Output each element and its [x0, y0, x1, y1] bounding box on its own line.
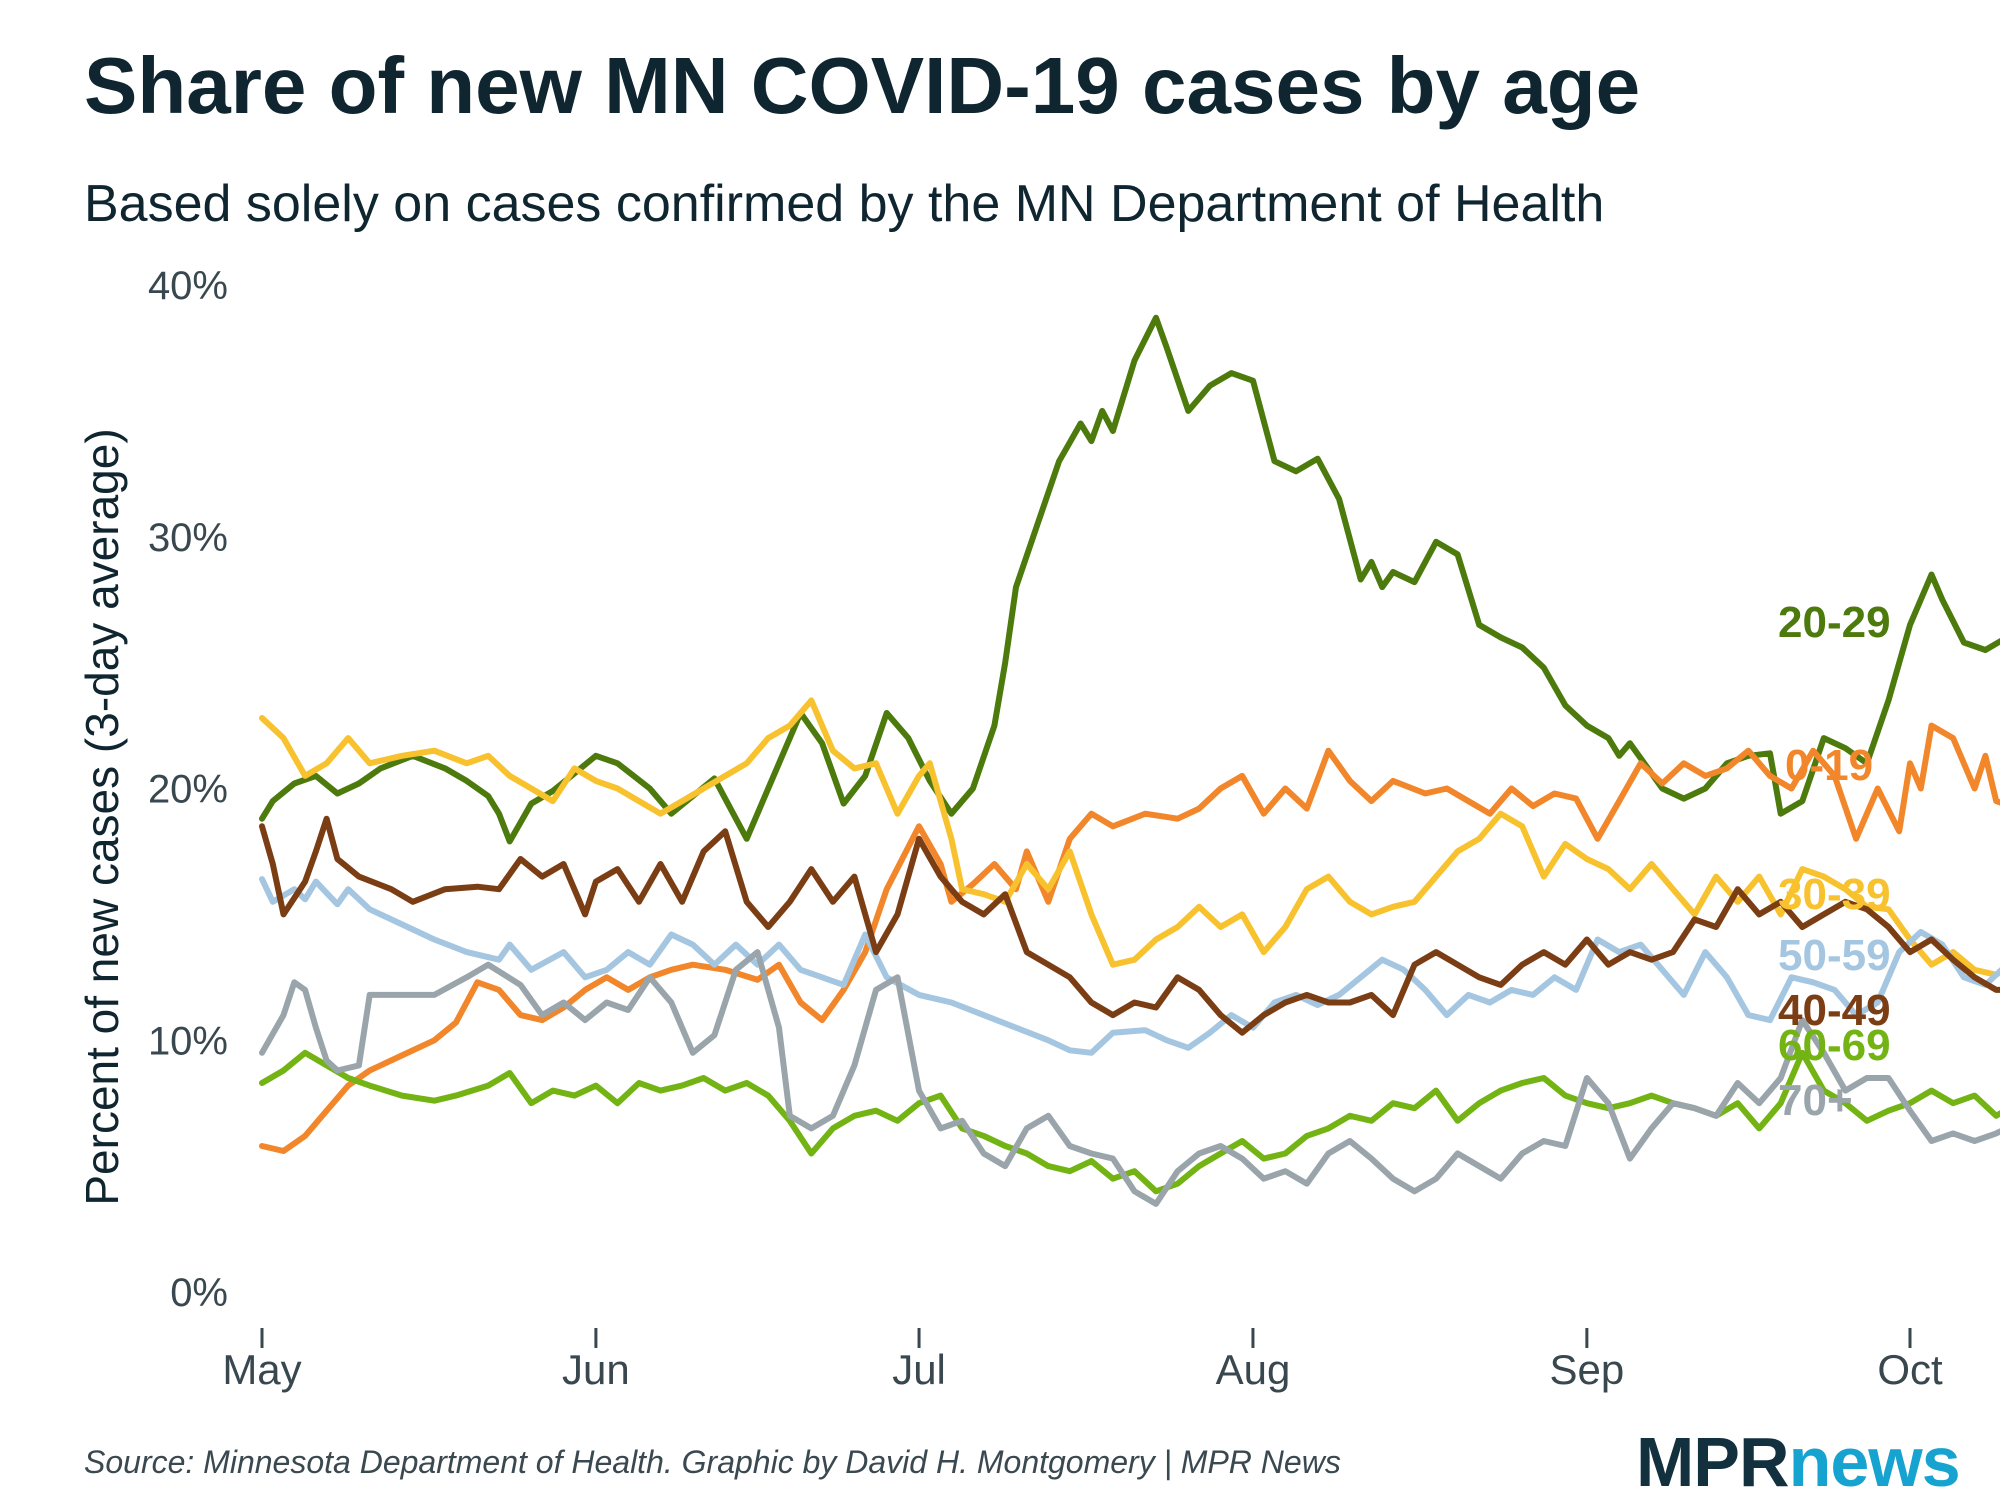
x-axis-ticks: May Jun Jul Aug Sep Oct [222, 1328, 1943, 1393]
y-tick-label: 0% [170, 1271, 228, 1315]
series-label-70+: 70+ [1778, 1076, 1853, 1125]
y-tick-label: 40% [148, 264, 228, 308]
logo-news: news [1788, 1423, 1961, 1501]
x-tick-label: Oct [1877, 1346, 1943, 1393]
y-tick-label: 20% [148, 768, 228, 812]
chart-title: Share of new MN COVID-19 cases by age [84, 41, 1641, 130]
series-line-40-49 [259, 815, 2000, 1036]
series-line-50-59 [259, 876, 2000, 1056]
series-line-20-29 [259, 314, 2000, 845]
series-label-40-49: 40-49 [1778, 986, 1891, 1035]
logo-mpr: MPR [1636, 1423, 1790, 1501]
y-axis-label: Percent of new cases (3-day average) [76, 428, 128, 1205]
series-lines [259, 314, 2000, 1207]
y-tick-label: 30% [148, 516, 228, 560]
x-tick-label: Jul [892, 1346, 946, 1393]
source-note: Source: Minnesota Department of Health. … [84, 1444, 1341, 1480]
x-tick-label: Sep [1549, 1346, 1624, 1393]
series-line-30-39 [259, 697, 2000, 978]
series-label-0-19: 0-19 [1785, 741, 1873, 790]
y-tick-label: 10% [148, 1019, 228, 1063]
series-line-0-19 [259, 722, 2000, 1154]
mpr-news-logo: MPRnews [1636, 1422, 1961, 1502]
series-line-60-69 [259, 1049, 2000, 1195]
series-line-70+ [259, 949, 2000, 1207]
x-tick-label: Aug [1216, 1346, 1291, 1393]
series-label-20-29: 20-29 [1778, 598, 1891, 647]
series-label-50-59: 50-59 [1778, 931, 1891, 980]
chart-subtitle: Based solely on cases confirmed by the M… [84, 175, 1605, 233]
series-label-60-69: 60-69 [1778, 1021, 1891, 1070]
x-tick-label: May [222, 1346, 301, 1393]
series-label-30-39: 30-39 [1778, 870, 1891, 919]
x-tick-label: Jun [562, 1346, 630, 1393]
y-axis-ticks: 0% 10% 20% 30% 40% [148, 264, 228, 1315]
